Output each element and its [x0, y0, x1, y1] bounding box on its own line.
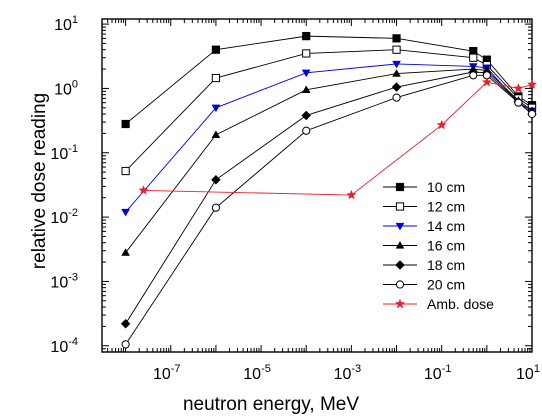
- data-point: [481, 76, 492, 87]
- data-point: [301, 110, 312, 121]
- series-line: [125, 68, 533, 253]
- series-line: [125, 49, 533, 172]
- data-point: [301, 85, 311, 93]
- data-point: [121, 166, 130, 176]
- series-5: [121, 71, 537, 349]
- legend-label: 20 cm: [427, 277, 465, 293]
- data-point: [302, 49, 311, 58]
- y-axis-label: relative dose reading: [29, 92, 50, 270]
- data-point: [302, 126, 311, 135]
- series-6: [138, 76, 538, 200]
- data-point: [526, 79, 538, 89]
- data-point: [513, 83, 524, 93]
- data-point: [211, 130, 221, 138]
- data-point: [469, 53, 478, 62]
- data-point: [211, 104, 221, 113]
- data-point: [346, 189, 357, 200]
- data-point: [301, 69, 311, 78]
- data-point: [514, 98, 523, 107]
- legend-label: 10 cm: [427, 179, 465, 195]
- legend-marker: [395, 241, 405, 249]
- legend-marker: [395, 202, 405, 211]
- y-tick-label: 100: [54, 78, 78, 98]
- legend-label: 16 cm: [427, 238, 465, 254]
- x-tick-label: 10-5: [243, 363, 271, 383]
- y-tick-label: 10-3: [50, 271, 78, 291]
- legend: 10 cm 12 cm 14 cm 16 cm 18 cm 20 cm Amb. dose: [383, 179, 494, 312]
- axis-ticks: [101, 19, 533, 353]
- data-point: [392, 69, 401, 77]
- data-point: [120, 318, 131, 329]
- x-tick-label: 101: [516, 363, 540, 383]
- legend-marker: [395, 182, 405, 192]
- data-point: [121, 119, 130, 129]
- y-tick-label: 10-2: [50, 207, 78, 227]
- data-point: [391, 82, 402, 92]
- data-point: [302, 32, 311, 41]
- data-point: [138, 185, 149, 195]
- y-tick-label: 10-1: [50, 143, 78, 163]
- data-point: [392, 45, 401, 54]
- legend-marker: [394, 298, 406, 309]
- y-tick-label: 10-4: [50, 336, 78, 356]
- data-point: [527, 109, 537, 119]
- data-point: [469, 71, 478, 80]
- data-point: [121, 208, 131, 217]
- data-point: [211, 73, 221, 83]
- data-point: [392, 93, 401, 102]
- series-line: [125, 71, 533, 324]
- data-point: [211, 203, 221, 212]
- legend-label: Amb. dose: [427, 296, 494, 312]
- data-point: [211, 45, 221, 54]
- legend-label: 18 cm: [427, 257, 465, 273]
- x-tick-label: 10-1: [424, 363, 452, 383]
- data-point: [392, 60, 401, 69]
- data-point: [436, 119, 447, 130]
- x-axis-label: neutron energy, MeV: [182, 394, 360, 415]
- y-tick-label: 101: [54, 14, 78, 34]
- series-group: [120, 32, 538, 349]
- legend-label: 14 cm: [427, 218, 465, 234]
- legend-marker: [395, 222, 405, 231]
- x-tick-label: 10-7: [153, 363, 181, 383]
- series-line: [125, 35, 533, 125]
- legend-marker: [395, 280, 405, 289]
- data-point: [211, 174, 221, 185]
- legend-label: 12 cm: [427, 199, 465, 215]
- series-line: [125, 74, 533, 345]
- legend-marker: [395, 260, 405, 270]
- data-point: [121, 248, 131, 256]
- x-tick-label: 10-3: [334, 363, 362, 383]
- data-point: [121, 340, 130, 349]
- tick-labels: 10-7 10-5 10-3 10-1 101 10-4 10-3 10-2 10-1 100 10…: [50, 14, 540, 383]
- data-point: [392, 34, 401, 43]
